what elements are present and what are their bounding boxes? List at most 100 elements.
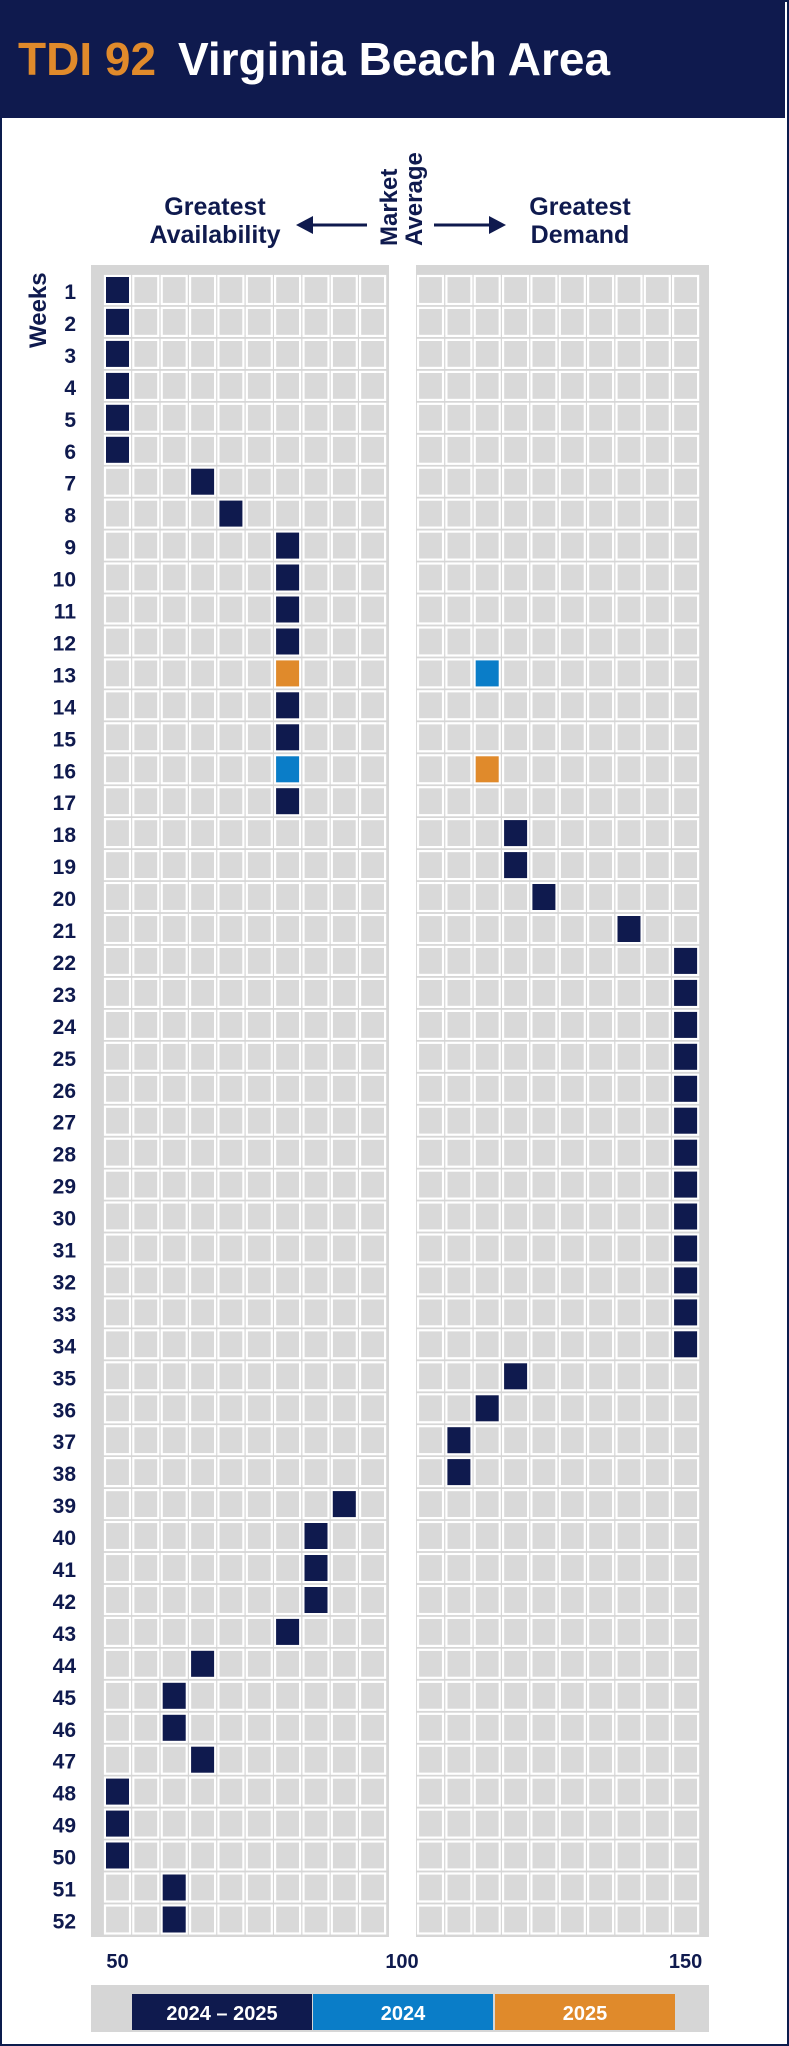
week-label: 38 <box>53 1463 77 1486</box>
grid-cell <box>615 1425 643 1456</box>
grid-cell <box>132 1009 160 1041</box>
data-marks <box>106 277 698 1933</box>
grid-cell <box>445 754 473 785</box>
grid-cell <box>445 466 473 497</box>
grid-cell <box>416 338 445 369</box>
grid-cell <box>615 945 643 977</box>
grid-cell <box>103 1872 132 1903</box>
x-tick-label: 50 <box>106 1951 128 1973</box>
grid-cell <box>558 722 586 753</box>
grid-cell <box>160 1041 188 1072</box>
grid-cell <box>502 370 530 401</box>
grid-cell <box>530 1744 558 1775</box>
week-label: 42 <box>53 1591 76 1614</box>
grid-cell <box>530 466 558 497</box>
grid-cell <box>302 1297 330 1328</box>
grid-cell <box>359 338 387 369</box>
grid-cell <box>103 1456 132 1488</box>
grid-cell <box>132 1520 160 1552</box>
grid-cell <box>416 1488 445 1520</box>
mark-2024-2025 <box>276 596 300 623</box>
grid-cell <box>530 1712 558 1743</box>
grid-cell <box>189 1329 217 1360</box>
grid-cell <box>302 1648 330 1679</box>
grid-cell <box>189 626 217 657</box>
grid-cell <box>132 1584 160 1616</box>
grid-cell <box>274 1712 302 1743</box>
grid-cell <box>671 594 700 625</box>
grid-cell <box>416 658 445 689</box>
grid-cell <box>274 1648 302 1679</box>
grid-cell <box>615 722 643 753</box>
grid-cell <box>132 977 160 1009</box>
grid-cell <box>132 786 160 817</box>
grid-cell <box>445 722 473 753</box>
grid-cell <box>359 562 387 593</box>
grid-cell <box>530 1137 558 1168</box>
grid-cell <box>502 562 530 593</box>
grid-cell <box>586 1520 615 1552</box>
grid-cell <box>245 530 273 561</box>
grid-cell <box>245 1073 273 1104</box>
grid-cell <box>615 1904 643 1935</box>
grid-cell <box>302 1872 330 1903</box>
grid-cell <box>302 338 330 369</box>
grid-cell <box>217 1776 245 1807</box>
grid-cell <box>530 434 558 465</box>
grid-cell <box>160 1456 188 1488</box>
week-label: 26 <box>53 1080 76 1103</box>
grid-cell <box>189 306 217 337</box>
grid-cell <box>445 1872 473 1903</box>
grid-cell <box>586 1552 615 1584</box>
week-label: 18 <box>53 824 77 847</box>
grid-cell <box>586 1105 615 1136</box>
grid-cell <box>502 338 530 369</box>
grid-cell <box>671 1361 700 1392</box>
grid-cell <box>274 977 302 1009</box>
grid-cell <box>330 1808 358 1839</box>
grid-cell <box>558 1616 586 1648</box>
grid-cell <box>473 402 501 433</box>
grid-cell <box>473 1808 501 1839</box>
grid-cell <box>245 1041 273 1072</box>
grid-cell <box>245 1137 273 1168</box>
grid-cell <box>416 690 445 721</box>
grid-cell <box>217 1488 245 1520</box>
grid-cell <box>558 1680 586 1711</box>
grid-cell <box>502 1616 530 1648</box>
legend-label: 2025 <box>563 2003 608 2025</box>
grid-cell <box>502 274 530 306</box>
grid-cell <box>530 1456 558 1488</box>
grid-cell <box>330 1904 358 1935</box>
week-label: 29 <box>53 1176 76 1199</box>
grid-cell <box>302 1041 330 1072</box>
grid-cell <box>189 1904 217 1935</box>
grid-cell <box>217 1872 245 1903</box>
grid-cell <box>217 658 245 689</box>
grid-cell <box>330 722 358 753</box>
grid-cell <box>502 306 530 337</box>
grid-cell <box>245 786 273 817</box>
grid-cell <box>217 1456 245 1488</box>
grid-cell <box>671 658 700 689</box>
grid-cell <box>103 562 132 593</box>
grid-cell <box>132 1201 160 1232</box>
grid-cell <box>132 466 160 497</box>
grid-cell <box>615 626 643 657</box>
grid-cell <box>160 1808 188 1839</box>
grid-cell <box>359 402 387 433</box>
week-label: 4 <box>64 377 76 400</box>
grid-cell <box>330 1041 358 1072</box>
grid-cell <box>530 1361 558 1392</box>
grid-cell <box>445 1265 473 1296</box>
grid-cell <box>586 849 615 881</box>
grid-cell <box>217 1393 245 1424</box>
grid-cell <box>103 913 132 945</box>
grid-cell <box>245 402 273 433</box>
grid-cell <box>416 274 445 306</box>
grid-cell <box>132 1265 160 1296</box>
grid-cell <box>330 466 358 497</box>
grid-cell <box>643 1233 671 1264</box>
grid-cell <box>671 849 700 881</box>
grid-cell <box>189 754 217 785</box>
